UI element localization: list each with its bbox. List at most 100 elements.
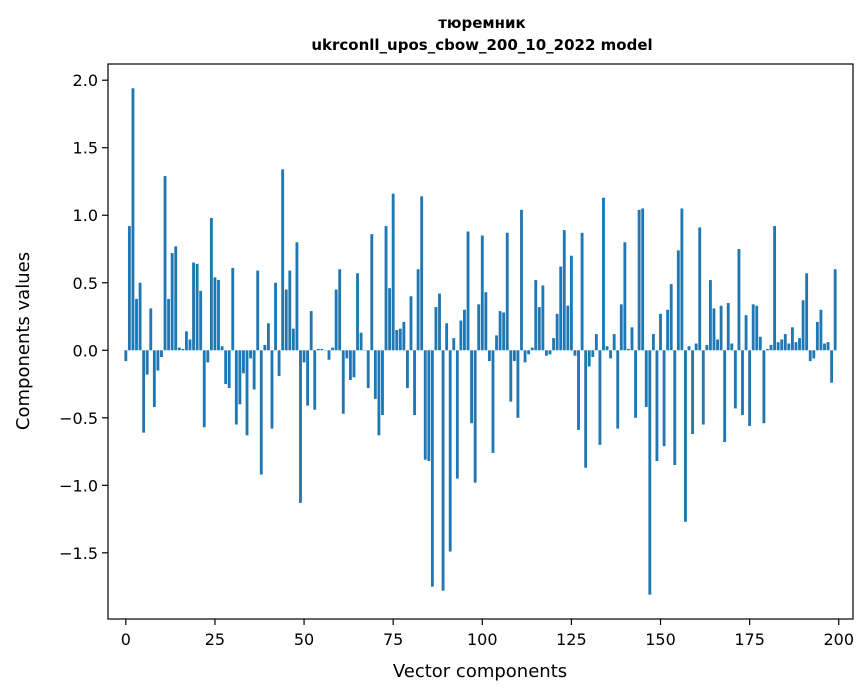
bar-component-149 [655, 350, 659, 462]
bar-component-65 [356, 273, 359, 351]
bar-component-0 [124, 350, 128, 362]
bar-component-21 [199, 290, 203, 351]
bar-component-36 [252, 350, 256, 390]
bar-component-179 [762, 350, 766, 424]
x-axis-label: Vector components [393, 661, 567, 682]
bar-component-123 [562, 230, 566, 351]
bar-component-143 [634, 350, 637, 418]
bar-component-142 [630, 327, 634, 351]
bar-component-73 [384, 226, 388, 351]
y-tick-label: 0.0 [73, 341, 98, 360]
bar-component-147 [648, 350, 652, 595]
bar-component-172 [737, 249, 741, 351]
bar-component-1 [127, 226, 131, 351]
bar-component-159 [691, 350, 695, 434]
bar-component-195 [819, 309, 823, 351]
bar-component-50 [302, 350, 306, 363]
bar-component-99 [477, 304, 481, 351]
bar-component-116 [537, 307, 541, 351]
bar-component-121 [555, 313, 559, 351]
x-tick-label: 200 [823, 630, 854, 649]
bar-component-11 [163, 176, 167, 351]
x-tick-label: 100 [467, 630, 498, 649]
bar-component-77 [398, 328, 402, 351]
bar-component-63 [348, 350, 352, 380]
bar-component-52 [309, 311, 313, 351]
bar-component-188 [794, 342, 798, 351]
bar-component-128 [580, 232, 584, 351]
bar-component-169 [726, 303, 730, 351]
bar-component-61 [341, 350, 345, 414]
bar-component-18 [188, 339, 192, 351]
bar-component-152 [666, 309, 670, 351]
bar-component-68 [366, 350, 370, 389]
bar-component-192 [808, 350, 812, 362]
x-tick-label: 50 [294, 630, 314, 649]
bar-component-194 [815, 321, 819, 351]
chart-title-word: тюремник [438, 14, 526, 32]
bar-component-186 [787, 343, 791, 351]
bar-component-105 [498, 311, 502, 351]
bar-component-59 [334, 289, 338, 351]
bar-component-138 [616, 350, 620, 429]
bar-component-41 [270, 350, 274, 429]
bar-component-134 [602, 197, 605, 351]
bar-component-133 [598, 350, 602, 445]
bar-component-16 [181, 348, 185, 351]
bar-component-79 [406, 350, 409, 389]
bars-group [124, 88, 837, 595]
bar-component-94 [459, 320, 463, 351]
bar-component-129 [584, 350, 588, 468]
bar-component-6 [145, 350, 149, 375]
x-tick-label: 75 [383, 630, 403, 649]
bar-component-46 [288, 270, 292, 351]
bar-component-181 [769, 344, 773, 351]
bar-component-150 [659, 313, 662, 351]
x-tick-label: 150 [645, 630, 676, 649]
bar-component-187 [790, 327, 794, 351]
bar-component-114 [530, 347, 534, 351]
y-tick-label: −1.0 [59, 476, 98, 495]
bar-component-180 [766, 348, 769, 351]
bar-component-157 [684, 350, 687, 522]
bar-component-140 [623, 242, 627, 351]
bar-component-4 [138, 282, 142, 351]
bar-component-197 [826, 342, 830, 351]
bar-component-198 [830, 350, 834, 383]
bar-component-89 [441, 350, 445, 591]
x-axis-ticks: 0 25 50 75 100 125 150 175 200 [121, 619, 854, 649]
bar-component-184 [780, 339, 784, 351]
bar-component-145 [641, 208, 645, 351]
bar-component-85 [427, 350, 431, 462]
bar-component-155 [676, 250, 680, 351]
x-tick-label: 0 [121, 630, 131, 649]
bar-component-66 [359, 332, 363, 351]
x-tick-label: 175 [734, 630, 765, 649]
bar-component-13 [170, 253, 174, 351]
bar-component-40 [266, 323, 270, 351]
bar-component-83 [420, 196, 424, 351]
bar-component-104 [495, 335, 498, 351]
x-tick-label: 25 [205, 630, 225, 649]
bar-component-175 [748, 350, 752, 426]
bar-component-117 [541, 285, 545, 351]
plot-frame [107, 63, 854, 620]
bar-component-118 [545, 350, 548, 356]
bar-component-132 [594, 334, 598, 351]
bar-component-71 [377, 350, 381, 436]
bar-component-39 [263, 344, 267, 351]
bar-component-124 [566, 305, 570, 351]
bar-component-148 [651, 334, 655, 351]
bar-component-168 [723, 350, 727, 443]
bar-component-14 [174, 246, 178, 351]
bar-component-19 [192, 262, 195, 351]
bar-component-158 [687, 346, 691, 351]
bar-component-160 [694, 343, 698, 351]
bar-component-108 [509, 350, 513, 402]
bar-component-8 [152, 350, 156, 407]
bar-component-106 [502, 312, 506, 351]
chart-title-model: ukrconll_upos_cbow_200_10_2022 model [311, 36, 652, 54]
bar-component-48 [295, 242, 299, 351]
x-tick-label: 125 [556, 630, 587, 649]
bar-component-80 [409, 296, 413, 351]
